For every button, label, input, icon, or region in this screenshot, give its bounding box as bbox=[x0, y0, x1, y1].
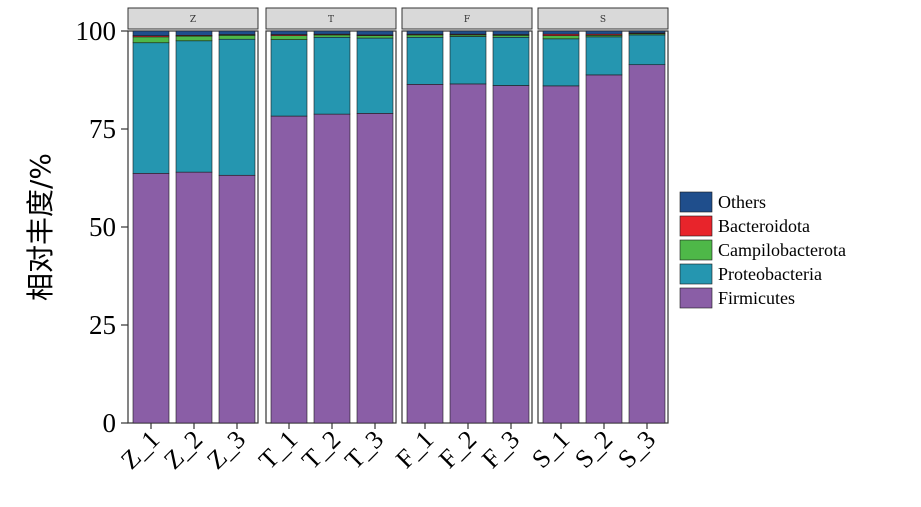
facet-strip-label: S bbox=[600, 15, 606, 25]
bar-segment-others-f_3 bbox=[492, 30, 530, 35]
legend-swatch-campilobacterota bbox=[679, 239, 713, 261]
y-tick-label: 100 bbox=[76, 16, 117, 46]
y-tick-label: 0 bbox=[103, 408, 117, 438]
x-tick-label: F_3 bbox=[476, 425, 525, 474]
bar-segment-others-s_1 bbox=[542, 30, 580, 35]
facet-strip-label: Z bbox=[190, 15, 196, 25]
bar-segment-proteobacteria-t_1 bbox=[270, 39, 308, 117]
facet-strip bbox=[401, 7, 533, 30]
facet-panel-s: S bbox=[537, 7, 669, 424]
bar-segment-firmicutes-f_3 bbox=[492, 85, 530, 424]
bar-segment-campilobacterota-t_2 bbox=[313, 34, 351, 38]
y-tick-label: 50 bbox=[89, 212, 116, 242]
bar-segment-others-z_2 bbox=[175, 30, 213, 36]
bar-segment-proteobacteria-s_3 bbox=[628, 34, 666, 66]
x-tick-label: F_1 bbox=[390, 425, 439, 474]
bar-segment-proteobacteria-s_1 bbox=[542, 38, 580, 87]
x-tick-label: F_2 bbox=[433, 425, 482, 474]
bar-segment-campilobacterota-z_2 bbox=[175, 35, 213, 42]
x-tick-label: T_2 bbox=[296, 425, 346, 475]
bar-segment-campilobacterota-s_1 bbox=[542, 35, 580, 40]
bar-segment-others-t_1 bbox=[270, 30, 308, 35]
legend: Others Bacteroidota Campilobacterota Proteo… bbox=[679, 191, 846, 309]
bar-segment-proteobacteria-s_2 bbox=[585, 36, 623, 76]
bar-segment-proteobacteria-z_1 bbox=[132, 42, 170, 174]
bar-segment-firmicutes-s_3 bbox=[628, 64, 666, 424]
y-tick-label: 75 bbox=[89, 114, 116, 144]
x-tick-label: T_3 bbox=[339, 425, 389, 475]
y-axis: 0 25 50 75 100 bbox=[76, 16, 128, 438]
bar-segment-others-z_3 bbox=[218, 30, 256, 35]
bar-segment-campilobacterota-t_1 bbox=[270, 35, 308, 40]
legend-swatch-others bbox=[679, 191, 713, 213]
bar-segment-proteobacteria-z_3 bbox=[218, 38, 256, 176]
bar-segment-firmicutes-z_1 bbox=[132, 172, 170, 424]
bar-segment-proteobacteria-f_2 bbox=[449, 36, 487, 85]
facet-strip bbox=[265, 7, 397, 30]
x-tick-label: Z_2 bbox=[158, 425, 208, 475]
bar-segment-campilobacterota-z_1 bbox=[132, 36, 170, 44]
bar-segment-firmicutes-z_2 bbox=[175, 171, 213, 424]
bar-segment-firmicutes-f_1 bbox=[406, 84, 444, 424]
facet-panel-t: T bbox=[265, 7, 397, 424]
y-tick-label: 25 bbox=[89, 310, 116, 340]
legend-label: Firmicutes bbox=[718, 288, 795, 308]
bar-segment-campilobacterota-z_3 bbox=[218, 35, 256, 40]
bar-segment-proteobacteria-t_3 bbox=[356, 37, 394, 114]
legend-label: Others bbox=[718, 192, 766, 212]
bar-segment-firmicutes-z_3 bbox=[218, 174, 256, 424]
legend-swatch-proteobacteria bbox=[679, 263, 713, 285]
bar-segment-proteobacteria-f_1 bbox=[406, 36, 444, 85]
x-tick-label: S_2 bbox=[569, 425, 618, 474]
facet-panel-z: Z bbox=[127, 7, 259, 424]
bar-segment-firmicutes-t_1 bbox=[270, 115, 308, 424]
bar-segment-campilobacterota-t_3 bbox=[356, 35, 394, 39]
bar-segment-firmicutes-s_1 bbox=[542, 85, 580, 424]
bar-segment-proteobacteria-z_2 bbox=[175, 40, 213, 173]
bar-segment-campilobacterota-f_1 bbox=[406, 34, 444, 38]
bar-segment-proteobacteria-f_3 bbox=[492, 36, 530, 86]
legend-swatch-firmicutes bbox=[679, 287, 713, 309]
bar-segment-others-f_2 bbox=[449, 30, 487, 35]
legend-label: Bacteroidota bbox=[718, 216, 810, 236]
bar-segment-others-f_1 bbox=[406, 30, 444, 35]
x-tick-label: T_1 bbox=[253, 425, 303, 475]
x-tick-label: Z_1 bbox=[115, 425, 165, 475]
bar-segment-others-z_1 bbox=[132, 30, 170, 37]
facet-strip-label: F bbox=[464, 15, 470, 25]
bar-segment-proteobacteria-t_2 bbox=[313, 36, 351, 115]
bar-segment-firmicutes-f_2 bbox=[449, 83, 487, 424]
legend-label: Campilobacterota bbox=[718, 240, 846, 260]
bar-segment-others-t_2 bbox=[313, 30, 351, 35]
x-tick-label: S_3 bbox=[612, 425, 661, 474]
y-axis-label: 相对丰度/% bbox=[24, 153, 57, 301]
legend-swatch-bacteroidota bbox=[679, 215, 713, 237]
bar-segment-firmicutes-t_3 bbox=[356, 113, 394, 424]
facet-strip bbox=[537, 7, 669, 30]
x-axis-tick-labels: Z_1Z_2Z_3 T_1T_2T_3 F_1F_2F_3 S_1S_2S_3 bbox=[115, 423, 661, 475]
facet-panel-f: F bbox=[401, 7, 533, 424]
bar-segment-firmicutes-t_2 bbox=[313, 113, 351, 424]
facet-strip-label: T bbox=[328, 15, 334, 25]
bar-segment-others-s_2 bbox=[585, 30, 623, 35]
bar-segment-firmicutes-s_2 bbox=[585, 74, 623, 424]
facet-strip bbox=[127, 7, 259, 30]
legend-label: Proteobacteria bbox=[718, 264, 822, 284]
bar-segment-others-s_3 bbox=[628, 30, 666, 34]
bar-segment-others-t_3 bbox=[356, 30, 394, 36]
x-tick-label: S_1 bbox=[526, 425, 575, 474]
x-tick-label: Z_3 bbox=[201, 425, 251, 475]
